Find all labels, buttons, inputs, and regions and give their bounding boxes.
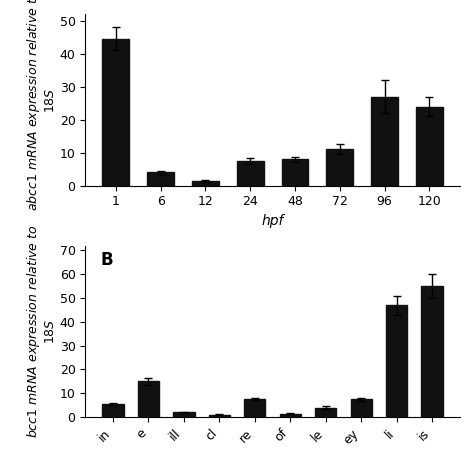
Y-axis label: $bcc1$ mRNA expression relative to
$18S$: $bcc1$ mRNA expression relative to $18S$ xyxy=(25,225,57,438)
Bar xyxy=(282,159,309,186)
Bar xyxy=(244,399,265,417)
Bar xyxy=(421,286,443,417)
Y-axis label: $abcc1$ mRNA expression relative to
$18S$: $abcc1$ mRNA expression relative to $18S… xyxy=(25,0,57,210)
Bar xyxy=(315,408,337,417)
Bar xyxy=(371,97,398,186)
Bar xyxy=(326,149,353,186)
Bar xyxy=(138,382,159,417)
Bar xyxy=(416,107,443,186)
Bar xyxy=(147,173,174,186)
Bar xyxy=(173,412,194,417)
Bar xyxy=(351,399,372,417)
Bar xyxy=(192,181,219,186)
Bar xyxy=(102,404,124,417)
Bar xyxy=(237,161,264,186)
Bar xyxy=(386,305,407,417)
X-axis label: hpf: hpf xyxy=(261,214,284,228)
Text: B: B xyxy=(100,251,113,269)
Bar xyxy=(102,39,129,186)
Bar xyxy=(209,415,230,417)
Bar xyxy=(280,413,301,417)
